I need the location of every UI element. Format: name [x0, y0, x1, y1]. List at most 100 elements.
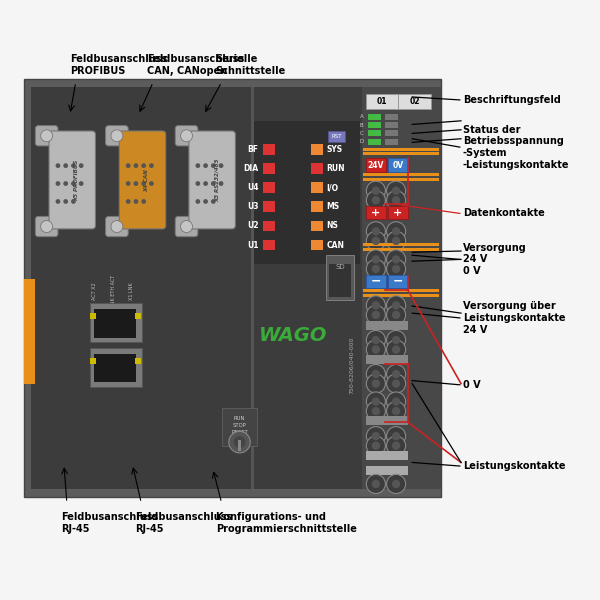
Text: 0 V: 0 V — [463, 380, 481, 390]
Bar — [385, 113, 398, 119]
Bar — [363, 289, 439, 292]
Circle shape — [371, 346, 380, 354]
Bar — [388, 275, 408, 288]
Text: Beschriftungsfeld: Beschriftungsfeld — [463, 95, 560, 105]
Circle shape — [386, 222, 406, 241]
Text: U3: U3 — [247, 202, 259, 211]
Bar — [366, 94, 431, 109]
Text: BF: BF — [248, 145, 259, 154]
Circle shape — [371, 311, 380, 319]
Circle shape — [134, 163, 139, 168]
Circle shape — [203, 199, 208, 204]
Text: 24V: 24V — [368, 161, 384, 170]
Bar — [367, 355, 408, 364]
Text: 01: 01 — [377, 97, 388, 106]
Circle shape — [149, 163, 154, 168]
Circle shape — [392, 265, 400, 273]
Circle shape — [233, 436, 245, 448]
Circle shape — [126, 199, 131, 204]
Circle shape — [41, 221, 53, 233]
Bar — [367, 321, 408, 330]
Bar — [254, 121, 360, 264]
Bar — [311, 163, 323, 174]
Circle shape — [367, 475, 385, 493]
Text: +: + — [393, 208, 403, 218]
Circle shape — [392, 187, 400, 195]
Bar — [311, 239, 323, 250]
Circle shape — [134, 199, 139, 204]
Bar — [367, 275, 386, 288]
Bar — [363, 148, 439, 151]
Circle shape — [367, 222, 385, 241]
Text: WAGO: WAGO — [259, 326, 328, 346]
Text: Feldbusanschluss
CAN, CANopen: Feldbusanschluss CAN, CANopen — [147, 55, 244, 76]
Circle shape — [367, 427, 385, 446]
Bar — [367, 451, 408, 460]
Bar — [263, 182, 275, 193]
Circle shape — [203, 181, 208, 186]
Bar — [363, 178, 439, 181]
Text: C: C — [359, 131, 364, 136]
Bar — [89, 303, 142, 342]
Bar — [263, 144, 275, 155]
Bar — [367, 206, 386, 220]
Circle shape — [371, 397, 380, 406]
Bar — [238, 440, 241, 451]
Text: Leistungskontakte: Leistungskontakte — [463, 461, 565, 471]
Bar — [329, 264, 352, 297]
Circle shape — [71, 199, 76, 204]
Circle shape — [149, 181, 154, 186]
Bar — [368, 139, 381, 145]
Text: Konfigurations- und
Programmierschnittstelle: Konfigurations- und Programmierschnittst… — [216, 512, 356, 533]
Circle shape — [111, 221, 123, 233]
Circle shape — [367, 374, 385, 393]
FancyBboxPatch shape — [175, 217, 198, 236]
Circle shape — [371, 236, 380, 245]
Text: RUN: RUN — [234, 416, 245, 421]
Bar — [24, 279, 35, 383]
Bar — [221, 407, 257, 446]
Circle shape — [371, 227, 380, 236]
Circle shape — [367, 436, 385, 455]
Circle shape — [367, 331, 385, 350]
Circle shape — [141, 199, 146, 204]
Bar — [24, 79, 441, 497]
Circle shape — [367, 296, 385, 315]
Circle shape — [367, 232, 385, 250]
Circle shape — [196, 163, 200, 168]
Circle shape — [386, 427, 406, 446]
Circle shape — [386, 475, 406, 493]
Text: Versorgung
24 V
0 V: Versorgung 24 V 0 V — [463, 243, 527, 276]
Bar — [94, 354, 136, 382]
Bar — [363, 248, 439, 251]
Text: ACT X2: ACT X2 — [92, 282, 97, 300]
Bar — [136, 313, 141, 319]
Circle shape — [392, 407, 400, 415]
Circle shape — [218, 163, 223, 168]
Text: X1 LNK: X1 LNK — [128, 282, 134, 300]
FancyBboxPatch shape — [189, 131, 235, 229]
Circle shape — [64, 199, 68, 204]
Bar — [368, 113, 381, 119]
Text: 750-8206/040-000: 750-8206/040-000 — [349, 337, 354, 394]
Circle shape — [386, 331, 406, 350]
Bar — [326, 255, 355, 300]
Circle shape — [211, 199, 216, 204]
Bar — [90, 358, 96, 364]
Circle shape — [367, 392, 385, 411]
Circle shape — [64, 181, 68, 186]
Bar — [388, 206, 408, 220]
Text: I/O: I/O — [326, 183, 338, 192]
Text: DIA: DIA — [244, 164, 259, 173]
Circle shape — [392, 236, 400, 245]
Circle shape — [386, 181, 406, 200]
Circle shape — [71, 163, 76, 168]
Bar — [311, 144, 323, 155]
Circle shape — [371, 196, 380, 205]
Text: NS: NS — [326, 221, 338, 230]
Text: A: A — [359, 114, 364, 119]
Text: MS: MS — [326, 202, 340, 211]
Circle shape — [56, 199, 61, 204]
Bar — [385, 139, 398, 145]
Bar — [368, 122, 381, 128]
